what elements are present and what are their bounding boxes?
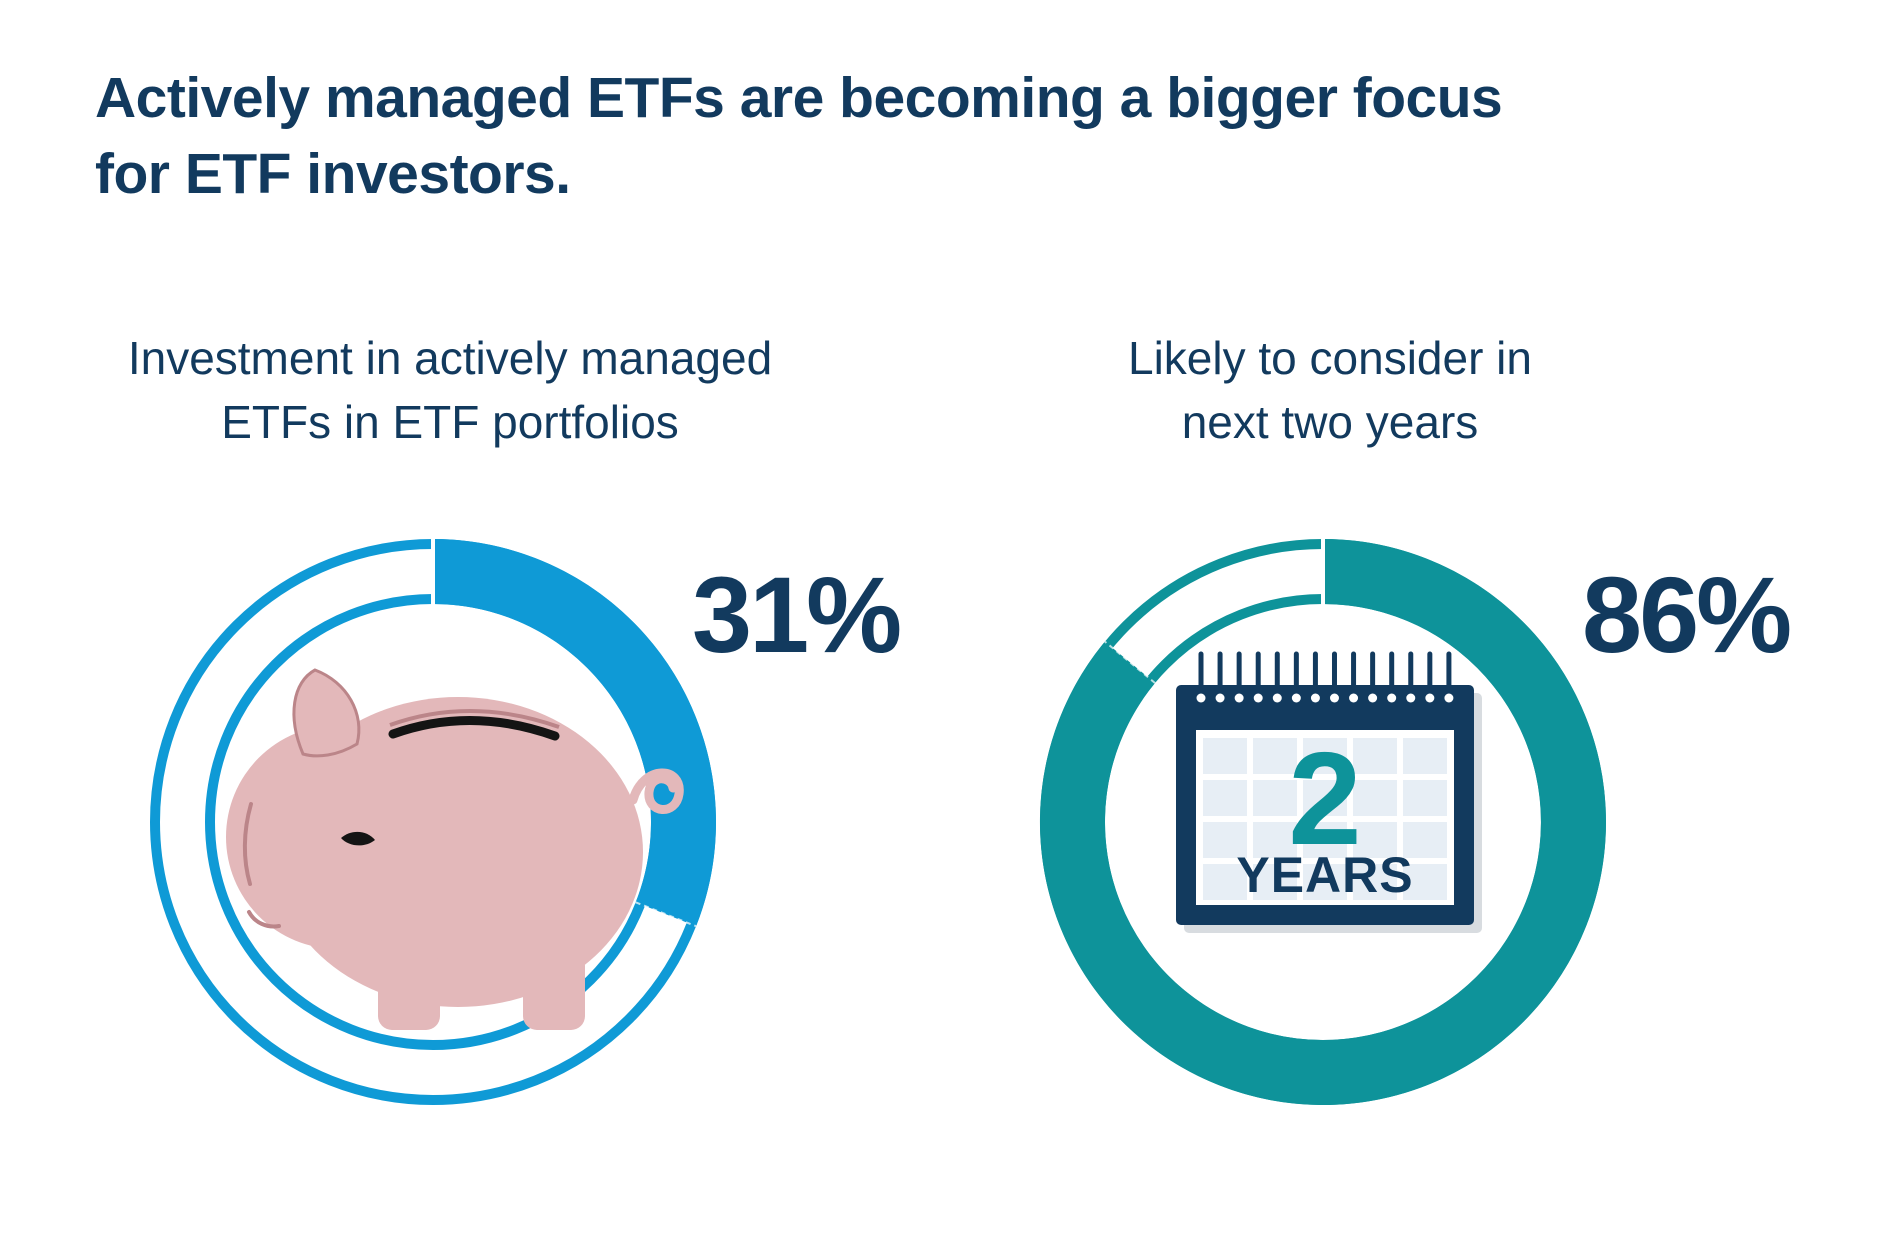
binder-hole (1196, 693, 1206, 703)
binder-hole (1425, 693, 1435, 703)
calendar-unit: YEARS (1236, 847, 1413, 903)
calendar-grid-cell (1203, 864, 1247, 900)
binder-hole (1310, 693, 1320, 703)
donut-end-separator (1104, 640, 1156, 684)
pig-eye (341, 831, 375, 846)
calendar-grid-cell (1253, 864, 1297, 900)
calendar-grid-cell (1203, 822, 1247, 858)
page-title-line-1: Actively managed ETFs are becoming a big… (95, 66, 1503, 130)
binder-hole (1349, 693, 1359, 703)
calendar-icon: 2 YEARS (1176, 651, 1482, 933)
binder-hole (1253, 693, 1263, 703)
calendar-grid-cell (1253, 738, 1297, 774)
calendar-grid-cell (1303, 738, 1347, 774)
page-title-line-2: for ETF investors. (95, 142, 571, 206)
chart-subtitle-consider: Likely to consider in next two years (930, 326, 1730, 454)
calendar-grid-cell (1203, 738, 1247, 774)
binder-hole (1406, 693, 1416, 703)
binder-hole (1234, 693, 1244, 703)
donut-end-separator (635, 901, 697, 928)
binder-hole (1387, 693, 1397, 703)
binder-hole (1329, 693, 1339, 703)
calendar-grid-cell (1203, 780, 1247, 816)
binder-hole (1291, 693, 1301, 703)
pig-snout-line (242, 802, 253, 886)
calendar-grid-cell (1353, 780, 1397, 816)
chart-subtitle-investment: Investment in actively managed ETFs in E… (50, 326, 850, 454)
percent-label-consider: 86% (1582, 554, 1792, 675)
subtitle-line: Likely to consider in (1128, 332, 1532, 384)
donut-chart-investment (150, 532, 716, 1105)
calendar-grid-cell (1303, 780, 1347, 816)
calendar-grid-cell (1353, 822, 1397, 858)
calendar-grid-cell (1253, 780, 1297, 816)
donut-fill-arc (433, 539, 716, 927)
pig-tail (628, 768, 684, 814)
calendar-grid-cell (1403, 822, 1447, 858)
binder-hole (1215, 693, 1225, 703)
subtitle-line: next two years (1181, 396, 1479, 448)
piggy-bank-icon (226, 668, 684, 1030)
binder-hole (1368, 693, 1378, 703)
calendar-grid-cell (1403, 738, 1447, 774)
page-title: Actively managed ETFs are becoming a big… (95, 60, 1503, 212)
pig-ear (292, 668, 361, 758)
pig-coin-slot (388, 716, 560, 741)
calendar-binder (1196, 651, 1454, 703)
pig-front-leg (378, 952, 440, 1030)
pig-coin-slot-shadow (389, 709, 560, 729)
calendar-grid-cell (1353, 864, 1397, 900)
calendar-number: 2 (1288, 725, 1361, 872)
calendar-grid-cell (1403, 780, 1447, 816)
calendar-grid-cell (1353, 738, 1397, 774)
calendar-grid-cell (1253, 822, 1297, 858)
pig-head (226, 725, 450, 949)
subtitle-line: ETFs in ETF portfolios (221, 396, 679, 448)
binder-hole (1272, 693, 1282, 703)
percent-label-investment: 31% (692, 554, 902, 675)
pig-back-leg (523, 952, 585, 1030)
donut-chart-consider: 2 YEARS (1039, 532, 1606, 1105)
calendar-grid-cell (1303, 864, 1347, 900)
pig-mouth-line (247, 910, 281, 929)
calendar-grid-cell (1403, 864, 1447, 900)
binder-hole (1444, 693, 1454, 703)
calendar-grid (1203, 738, 1447, 900)
calendar-grid-cell (1303, 822, 1347, 858)
subtitle-line: Investment in actively managed (127, 332, 773, 384)
